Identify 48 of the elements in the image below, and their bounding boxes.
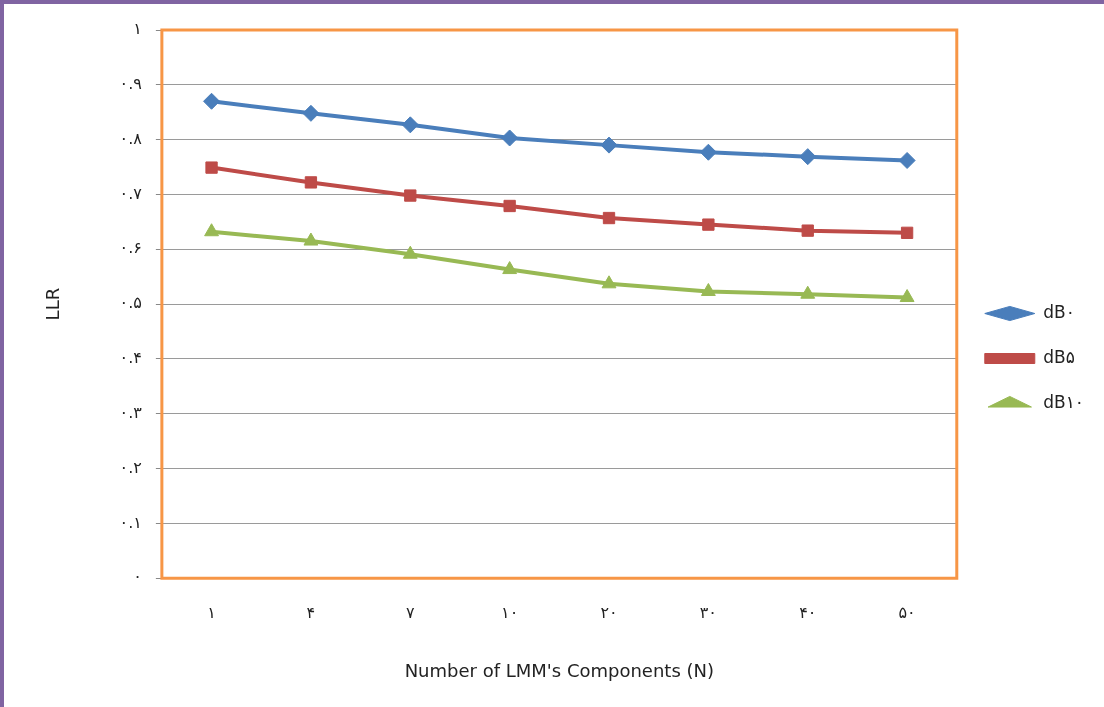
point — [205, 161, 218, 174]
point — [302, 104, 320, 122]
point — [203, 92, 221, 110]
point — [404, 189, 417, 202]
y-tick-label: ۰.۴ — [119, 348, 142, 368]
point — [502, 261, 518, 275]
legend-label: dB۵ — [1043, 346, 1075, 367]
point — [700, 282, 716, 296]
y-tick-label: ۰.۵ — [119, 293, 142, 313]
point — [501, 129, 519, 147]
point — [602, 211, 616, 225]
point — [204, 223, 219, 237]
legend-label: dB۱۰ — [1043, 391, 1084, 412]
y-tick-label: ۰.۷ — [119, 183, 143, 203]
y-tick-label: ۰.۹ — [119, 73, 142, 93]
point — [898, 151, 916, 169]
legend-label: dB۰ — [1043, 301, 1075, 322]
point — [304, 176, 318, 189]
x-tick-label: ۵۰ — [898, 602, 916, 622]
y-tick-label: ۱ — [133, 19, 142, 39]
x-tick-label: ۱۰ — [501, 602, 519, 622]
point — [801, 224, 814, 237]
point — [402, 245, 418, 259]
point — [401, 116, 419, 134]
x-tick-label: ۴ — [306, 602, 316, 622]
x-tick-label: ۴۰ — [799, 602, 817, 622]
y-tick-label: ۰.۸ — [119, 128, 143, 148]
y-tick-label: ۰.۶ — [119, 238, 142, 258]
point — [601, 275, 617, 289]
y-tick-label: ۰ — [133, 567, 142, 587]
y-tick-label: ۰.۲ — [119, 457, 142, 477]
y-tick-label: ۰.۳ — [119, 402, 143, 422]
y-axis-title: LLR — [42, 287, 64, 321]
point — [899, 289, 915, 303]
y-tick-label: ۰.۱ — [119, 512, 142, 532]
x-tick-label: ۱ — [207, 602, 216, 622]
x-tick-label: ۷ — [405, 602, 415, 622]
point — [699, 143, 717, 161]
point — [503, 199, 516, 213]
point — [900, 226, 914, 239]
point — [303, 232, 319, 246]
point — [799, 148, 817, 166]
x-axis-title: Number of LMM's Components (N) — [404, 659, 715, 681]
point — [702, 218, 715, 231]
x-tick-label: ۳۰ — [699, 602, 717, 622]
point — [600, 136, 618, 154]
point — [800, 285, 816, 299]
x-tick-label: ۲۰ — [600, 602, 618, 622]
